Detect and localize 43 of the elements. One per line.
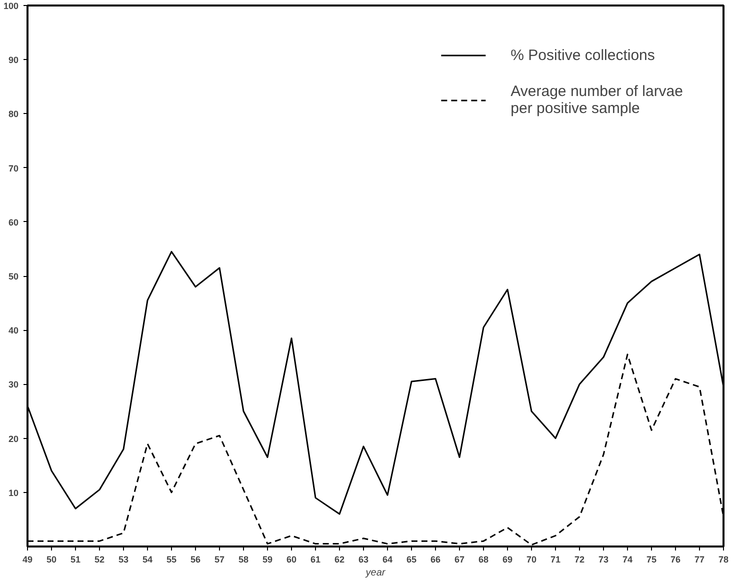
y-tick-label: 100	[3, 1, 19, 11]
y-tick-label: 80	[8, 109, 19, 120]
x-tick-label: 57	[214, 554, 225, 564]
y-tick-label: 90	[8, 55, 19, 66]
x-tick-label: 68	[478, 554, 489, 564]
x-tick-label: 56	[190, 554, 201, 564]
x-tick-label: 76	[670, 554, 681, 564]
x-tick-label: 64	[382, 554, 393, 564]
x-tick-label: 70	[526, 554, 537, 564]
x-tick-label: 77	[694, 554, 705, 564]
x-tick-label: 49	[22, 554, 33, 564]
legend-label: Average number of larvae per positive sample	[510, 83, 683, 117]
x-tick-label: 61	[310, 554, 321, 564]
y-tick-label: 50	[8, 272, 19, 282]
x-tick-label: 63	[358, 554, 369, 564]
x-tick-label: 75	[646, 554, 657, 564]
x-tick-label: 73	[598, 554, 609, 564]
x-tick-label: 53	[118, 554, 129, 564]
x-tick-label: 54	[142, 554, 153, 564]
x-tick-label: 55	[166, 554, 177, 564]
x-axis-title: year	[364, 568, 386, 578]
y-tick-label: 20	[8, 434, 19, 444]
x-tick-label: 59	[262, 554, 273, 564]
legend-label: % Positive collections	[510, 46, 655, 64]
y-tick-label: 30	[8, 380, 19, 390]
x-tick-label: 58	[238, 554, 249, 564]
x-tick-label: 50	[46, 554, 57, 564]
x-tick-label: 51	[70, 554, 81, 564]
y-tick-label: 40	[8, 326, 19, 336]
x-tick-label: 65	[406, 554, 417, 564]
x-tick-label: 52	[94, 554, 105, 564]
x-tick-label: 62	[334, 554, 345, 564]
y-tick-label: 60	[8, 217, 19, 228]
x-tick-label: 67	[454, 554, 465, 564]
x-tick-label: 66	[430, 554, 441, 564]
y-tick-label: 70	[8, 163, 19, 174]
x-tick-label: 72	[574, 554, 585, 564]
x-tick-label: 71	[550, 554, 561, 564]
x-tick-label: 60	[286, 554, 297, 564]
x-tick-label: 74	[622, 554, 633, 564]
x-tick-label: 78	[718, 554, 729, 564]
x-tick-label: 69	[502, 554, 513, 564]
y-tick-label: 10	[8, 488, 19, 498]
